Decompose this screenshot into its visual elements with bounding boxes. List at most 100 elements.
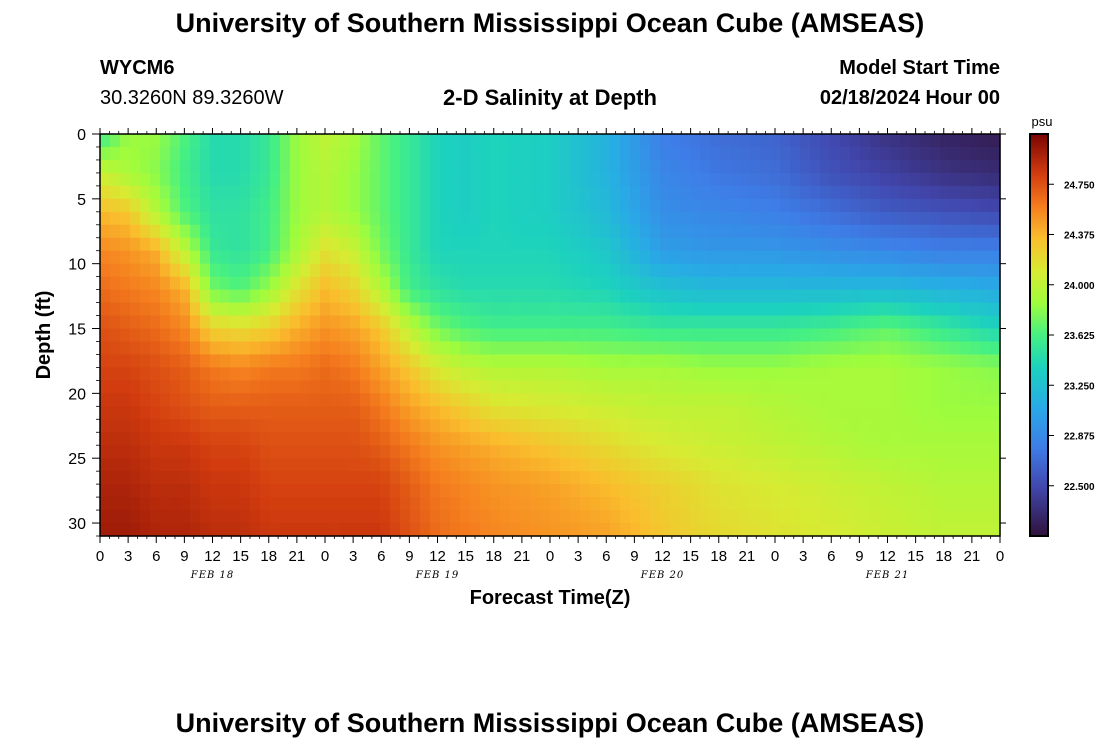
heatmap-cell (720, 237, 731, 252)
heatmap-cell (480, 380, 491, 394)
heatmap-cell (530, 393, 541, 407)
heatmap-cell (770, 224, 781, 239)
heatmap-cell (190, 302, 201, 317)
heatmap-cell (230, 523, 241, 537)
heatmap-cell (810, 341, 821, 356)
heatmap-cell (810, 523, 821, 537)
heatmap-cell (390, 185, 401, 200)
heatmap-cell (540, 237, 551, 252)
heatmap-cell (900, 211, 911, 226)
heatmap-cell (420, 432, 431, 446)
heatmap-cell (350, 471, 361, 485)
heatmap-cell (540, 172, 551, 187)
heatmap-cell (230, 172, 241, 187)
heatmap-cell (920, 134, 931, 148)
heatmap-cell (870, 146, 881, 161)
heatmap-cell (140, 432, 151, 446)
heatmap-cell (370, 134, 381, 148)
heatmap-cell (740, 250, 751, 265)
heatmap-cell (180, 328, 191, 343)
heatmap-cell (120, 172, 131, 187)
heatmap-cell (650, 315, 661, 330)
heatmap-cell (240, 185, 251, 200)
heatmap-cell (500, 276, 511, 291)
heatmap-cell (980, 497, 991, 511)
heatmap-cell (190, 263, 201, 278)
heatmap-cell (680, 367, 691, 381)
heatmap-cell (400, 484, 411, 498)
heatmap-cell (820, 134, 831, 148)
heatmap-cell (710, 497, 721, 511)
heatmap-cell (690, 510, 701, 524)
heatmap-cell (390, 445, 401, 459)
heatmap-cell (250, 341, 261, 356)
heatmap-cell (300, 250, 311, 265)
heatmap-cell (870, 523, 881, 537)
heatmap-cell (560, 328, 571, 343)
heatmap-cell (230, 250, 241, 265)
heatmap-cell (460, 354, 471, 369)
heatmap-cell (300, 471, 311, 485)
heatmap-cell (260, 458, 271, 472)
heatmap-cell (380, 250, 391, 265)
heatmap-cell (640, 159, 651, 174)
heatmap-cell (340, 134, 351, 148)
heatmap-cell (350, 289, 361, 304)
heatmap-cell (670, 406, 681, 420)
heatmap-cell (840, 146, 851, 161)
heatmap-cell (950, 198, 961, 213)
heatmap-cell (420, 354, 431, 369)
heatmap-cell (690, 263, 701, 278)
heatmap-cell (380, 471, 391, 485)
heatmap-cell (950, 250, 961, 265)
heatmap-cell (580, 354, 591, 369)
heatmap-cell (570, 380, 581, 394)
heatmap-cell (490, 172, 501, 187)
heatmap-cell (570, 159, 581, 174)
heatmap-cell (290, 393, 301, 407)
heatmap-cell (940, 341, 951, 356)
heatmap-cell (240, 237, 251, 252)
heatmap-cell (430, 289, 441, 304)
heatmap-cell (440, 159, 451, 174)
heatmap-cell (500, 484, 511, 498)
heatmap-cell (790, 289, 801, 304)
heatmap-cell (690, 328, 701, 343)
heatmap-cell (170, 523, 181, 537)
heatmap-cell (160, 302, 171, 317)
heatmap-cell (610, 419, 621, 433)
heatmap-cell (450, 367, 461, 381)
heatmap-cell (780, 134, 791, 148)
heatmap-cell (420, 263, 431, 278)
heatmap-cell (370, 484, 381, 498)
heatmap-cell (330, 250, 341, 265)
heatmap-cell (610, 523, 621, 537)
heatmap-cell (960, 172, 971, 187)
heatmap-cell (960, 367, 971, 381)
heatmap-cell (120, 198, 131, 213)
heatmap-cell (810, 263, 821, 278)
heatmap-cell (430, 237, 441, 252)
heatmap-cell (940, 198, 951, 213)
heatmap-cell (530, 497, 541, 511)
heatmap-cell (990, 510, 1001, 524)
heatmap-cell (470, 198, 481, 213)
heatmap-cell (490, 185, 501, 200)
heatmap-cell (450, 198, 461, 213)
heatmap-cell (120, 354, 131, 369)
heatmap-cell (500, 289, 511, 304)
heatmap-cell (990, 211, 1001, 226)
heatmap-cell (700, 419, 711, 433)
heatmap-cell (380, 328, 391, 343)
heatmap-cell (150, 510, 161, 524)
heatmap-cell (180, 419, 191, 433)
heatmap-cell (910, 458, 921, 472)
heatmap-cell (300, 315, 311, 330)
heatmap-cell (500, 432, 511, 446)
heatmap-cell (510, 497, 521, 511)
heatmap-cell (640, 367, 651, 381)
heatmap-cell (360, 159, 371, 174)
heatmap-cell (610, 172, 621, 187)
heatmap-cell (290, 419, 301, 433)
heatmap-cell (800, 380, 811, 394)
